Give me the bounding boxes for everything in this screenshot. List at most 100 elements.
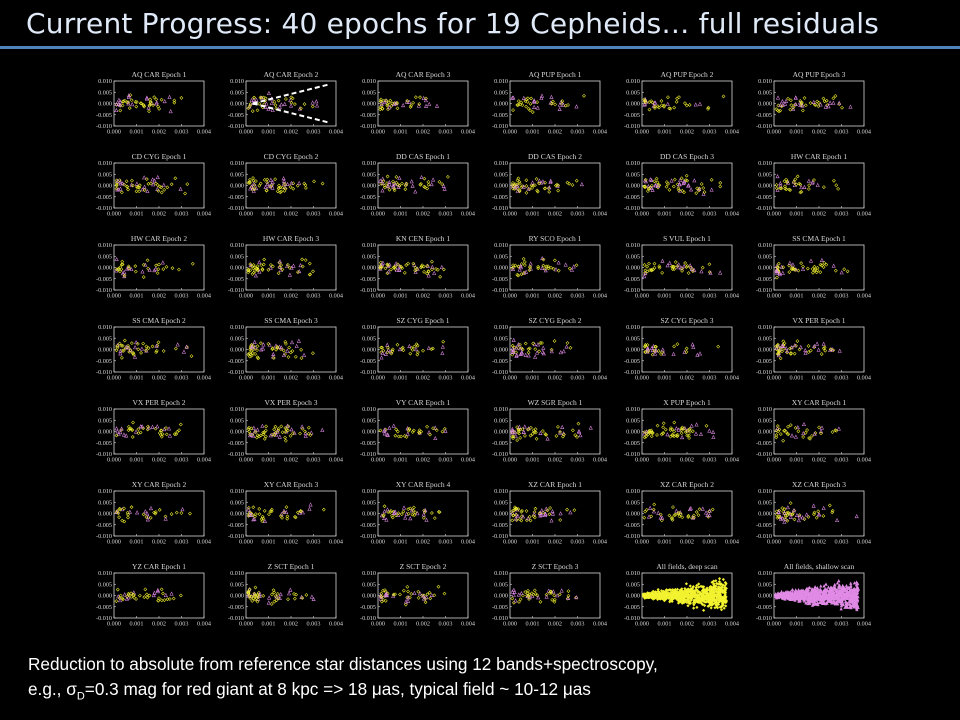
triangle-point: [852, 587, 856, 592]
diamond-point: [253, 514, 257, 519]
triangle-point: [560, 424, 565, 429]
diamond-point: [786, 424, 790, 429]
triangle-point: [680, 435, 685, 440]
diamond-point: [148, 181, 153, 186]
diamond-point: [378, 260, 383, 265]
y-tick-label: -0.010: [360, 287, 376, 294]
diamond-point: [390, 349, 395, 354]
diamond-point: [303, 183, 308, 187]
x-tick-label: 0.004: [593, 457, 607, 464]
diamond-point: [688, 265, 693, 270]
diamond-point: [790, 511, 795, 516]
plot-frame: [641, 490, 733, 537]
x-tick-label: 0.000: [503, 375, 517, 382]
y-tick-label: -0.005: [624, 112, 640, 119]
triangle-point: [250, 185, 255, 190]
diamond-point: [670, 267, 675, 272]
triangle-point: [791, 595, 795, 599]
diamond-point: [672, 513, 677, 517]
plot-frame: [113, 244, 205, 291]
triangle-point: [689, 266, 694, 272]
triangle-point: [839, 601, 843, 606]
diamond-point: [666, 95, 670, 100]
y-tick-label: -0.005: [624, 604, 640, 611]
scatter-points: [246, 257, 315, 278]
x-tick-label: 0.000: [371, 211, 385, 218]
triangle-point: [775, 95, 781, 100]
diamond-point: [275, 189, 280, 194]
x-tick-label: 0.002: [284, 211, 298, 218]
diamond-point: [786, 432, 791, 437]
panel-title: S VUL Epoch 1: [663, 234, 711, 243]
residual-plot: X PUP Epoch 10.0100.0050.000-0.005-0.010…: [624, 398, 739, 464]
diamond-point: [720, 604, 724, 608]
diamond-point: [379, 594, 384, 599]
diamond-point: [686, 271, 691, 275]
diamond-point: [126, 187, 130, 192]
diamond-point: [283, 97, 288, 101]
diamond-point: [697, 507, 702, 512]
diamond-point: [686, 433, 691, 438]
diamond-point: [429, 347, 434, 352]
diamond-point: [378, 99, 383, 104]
diamond-point: [535, 188, 540, 193]
triangle-point: [825, 599, 830, 603]
triangle-point: [255, 427, 260, 432]
diamond-point: [280, 430, 285, 435]
x-tick-label: 0.003: [307, 211, 321, 218]
diamond-point: [530, 432, 535, 436]
diamond-point: [790, 512, 795, 517]
triangle-point: [264, 101, 269, 106]
triangle-point: [790, 262, 795, 267]
diamond-point: [788, 107, 793, 112]
triangle-point: [257, 260, 262, 265]
scatter-points: [642, 94, 726, 112]
diamond-point: [709, 599, 713, 603]
residual-plot: CD CYG Epoch 10.0100.0050.000-0.005-0.01…: [96, 152, 211, 218]
triangle-point: [133, 429, 139, 434]
triangle-point: [248, 186, 253, 191]
diamond-point: [566, 103, 570, 107]
x-tick-label: 0.003: [175, 539, 189, 546]
plot-frame: [773, 408, 865, 455]
plot-frame: [509, 326, 601, 373]
diamond-point: [427, 590, 432, 595]
diamond-point: [704, 423, 709, 428]
triangle-point: [688, 263, 693, 268]
diamond-point: [292, 592, 296, 596]
x-tick-label: 0.002: [680, 457, 694, 464]
diamond-point: [717, 580, 722, 584]
triangle-point: [281, 176, 286, 181]
x-tick-label: 0.000: [503, 621, 517, 628]
y-tick-label: 0.005: [758, 171, 772, 178]
triangle-point: [820, 591, 825, 595]
diamond-point: [541, 257, 546, 262]
diamond-point: [405, 98, 410, 103]
triangle-point: [251, 181, 256, 186]
triangle-point: [535, 350, 540, 355]
x-tick-label: 0.002: [416, 293, 430, 300]
diamond-point: [425, 263, 430, 268]
residual-panel: DD CAS Epoch 2 0.010 0.005 0.000 -0.005 -0.01…: [480, 148, 612, 230]
x-tick-label: 0.004: [593, 621, 607, 628]
diamond-point: [126, 515, 130, 520]
diamond-point: [421, 515, 426, 520]
diamond-point: [248, 103, 253, 108]
diamond-point: [840, 105, 844, 110]
diamond-point: [389, 267, 393, 272]
diamond-point: [284, 505, 289, 509]
diamond-point: [659, 352, 663, 356]
triangle-point: [829, 597, 833, 601]
triangle-point: [247, 512, 252, 517]
diamond-point: [821, 265, 826, 269]
diamond-point: [253, 179, 258, 183]
diamond-point: [511, 513, 515, 518]
triangle-point: [412, 590, 417, 595]
triangle-point: [805, 591, 809, 595]
x-tick-label: 0.002: [152, 375, 166, 382]
diamond-point: [398, 264, 403, 269]
diamond-point: [423, 185, 428, 190]
x-tick-label: 0.004: [197, 539, 211, 546]
diamond-point: [788, 423, 793, 427]
triangle-point: [804, 512, 809, 517]
